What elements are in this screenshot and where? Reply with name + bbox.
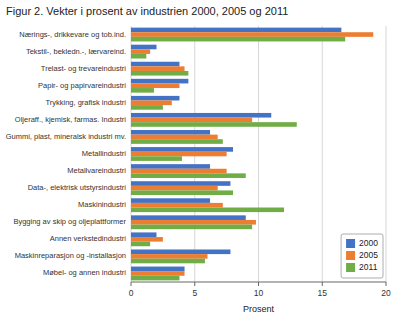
bar <box>131 156 182 161</box>
bar <box>131 66 185 71</box>
category-label: Nærings-, drikkevare og tob.ind. <box>19 30 126 39</box>
bar <box>131 62 179 67</box>
category-label: Oljeraff., kjemisk, farmas. Industri <box>15 115 126 124</box>
legend-frame <box>341 234 383 278</box>
bar <box>131 164 210 169</box>
category-label: Annen verkstedindustri <box>50 234 127 243</box>
bar <box>131 203 223 208</box>
legend-swatch <box>346 239 355 248</box>
tick-mark <box>322 282 323 286</box>
category-label: Metallvareindustri <box>67 166 126 175</box>
tick-label: 5 <box>192 288 197 298</box>
bar <box>131 208 284 213</box>
chart-container: Figur 2. Vekter i prosent av industrien … <box>0 0 400 320</box>
bar <box>131 271 185 276</box>
x-axis-line <box>131 282 386 283</box>
bar <box>131 259 205 264</box>
bar <box>131 215 246 220</box>
bar <box>131 32 373 37</box>
bar <box>131 122 297 127</box>
category-label: Bygging av skip og oljeplattformer <box>13 217 126 226</box>
category-label: Papir- og papirvareindustri <box>38 81 126 90</box>
bar <box>131 45 157 50</box>
bar <box>131 147 233 152</box>
x-axis-title: Prosent <box>243 304 275 314</box>
bar <box>131 139 223 144</box>
y-axis-labels: Nærings-, drikkevare og tob.ind. Tekstil-… <box>6 30 127 278</box>
bar <box>131 71 188 76</box>
tick-label: 15 <box>318 288 328 298</box>
bar <box>131 232 157 237</box>
bar <box>131 83 179 88</box>
bar <box>131 254 208 259</box>
x-axis: 0 5 10 15 20 <box>129 282 391 298</box>
legend: 2000 2005 2011 <box>341 234 383 278</box>
legend-swatch <box>346 263 355 272</box>
grid-line <box>322 26 323 282</box>
bar <box>131 130 210 135</box>
bar <box>131 225 252 230</box>
category-label: Metallindustri <box>82 149 127 158</box>
bar <box>131 276 179 281</box>
bar <box>131 100 172 105</box>
category-label: Data-, elektrisk utstyrsindustri <box>28 183 127 192</box>
tick-mark <box>258 282 259 286</box>
bar <box>131 49 150 54</box>
tick-label: 20 <box>381 288 391 298</box>
grid-line <box>258 26 259 282</box>
legend-swatch <box>346 251 355 260</box>
category-label: Gummi, plast, mineralsk industri mv. <box>6 132 126 141</box>
bar <box>131 181 230 186</box>
legend-label: 2011 <box>359 262 378 272</box>
bar <box>131 79 188 84</box>
bar <box>131 54 146 59</box>
category-label: Trelast- og trevareindustri <box>41 64 127 73</box>
bar <box>131 135 218 140</box>
bar <box>131 169 227 174</box>
category-label: Trykking, grafisk industri <box>45 98 126 107</box>
bar <box>131 28 341 33</box>
bars <box>131 28 373 281</box>
tick-mark <box>386 282 387 286</box>
category-label: Maskinindustri <box>78 200 126 209</box>
tick-label: 10 <box>254 288 264 298</box>
bar <box>131 267 185 272</box>
category-label: Tekstil-, bekledn.-, lærvareind. <box>26 47 126 56</box>
legend-label: 2000 <box>359 238 378 248</box>
tick-mark <box>194 282 195 286</box>
bar <box>131 118 252 123</box>
bar <box>131 88 154 93</box>
bar <box>131 37 345 42</box>
tick-label: 0 <box>129 288 134 298</box>
bar <box>131 186 218 191</box>
category-label: Maskinreparasjon og -installasjon <box>15 251 126 260</box>
category-label: Møbel- og annen industri <box>43 268 126 277</box>
title: Figur 2. Vekter i prosent av industrien … <box>6 5 288 17</box>
chart: Figur 2. Vekter i prosent av industrien … <box>0 0 400 320</box>
bar <box>131 249 230 254</box>
bar <box>131 113 271 118</box>
tick-mark <box>131 282 132 286</box>
bar <box>131 242 150 247</box>
bar <box>131 237 163 242</box>
bar <box>131 220 256 225</box>
bar <box>131 152 227 157</box>
bar <box>131 173 246 178</box>
bar <box>131 105 163 110</box>
bar <box>131 190 233 195</box>
grid <box>131 26 386 282</box>
bar <box>131 198 210 203</box>
bar <box>131 96 179 101</box>
grid-line <box>386 26 387 282</box>
legend-label: 2005 <box>359 250 378 260</box>
